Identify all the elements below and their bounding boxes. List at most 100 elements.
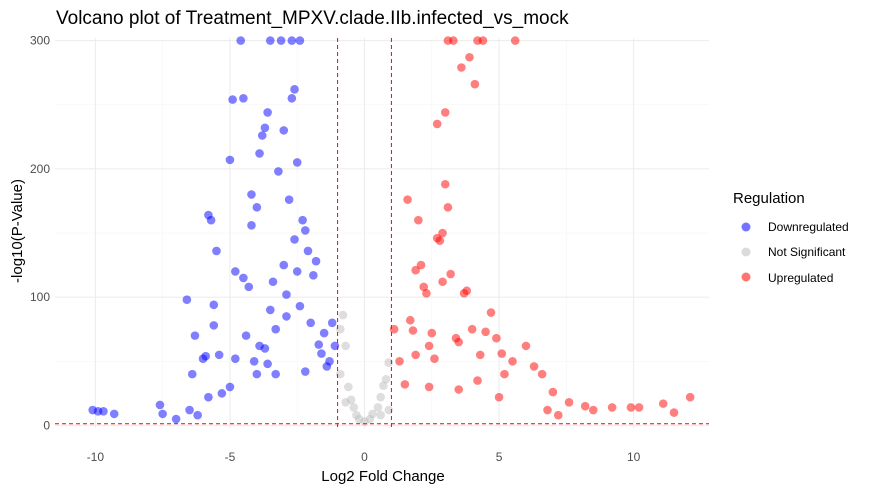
point-upregulated xyxy=(438,277,447,287)
point-upregulated xyxy=(400,380,410,389)
point-upregulated xyxy=(607,403,617,412)
point-downregulated xyxy=(266,36,275,45)
grid xyxy=(55,38,709,428)
point-downregulated xyxy=(209,300,219,310)
point-downregulated xyxy=(185,405,194,415)
point-downregulated xyxy=(260,123,270,133)
legend-key-not-significant xyxy=(741,247,751,257)
point-downregulated xyxy=(266,305,275,315)
point-upregulated xyxy=(497,349,507,358)
legend: Regulation Downregulated Not Significant… xyxy=(733,190,849,285)
point-upregulated xyxy=(626,403,636,412)
legend-title: Regulation xyxy=(733,190,805,207)
point-downregulated xyxy=(276,36,286,45)
point-downregulated xyxy=(239,273,248,283)
point-upregulated xyxy=(473,376,482,385)
point-downregulated xyxy=(241,331,251,340)
point-upregulated xyxy=(543,405,552,415)
point-downregulated xyxy=(325,356,334,366)
point-downregulated xyxy=(171,414,181,424)
x-tick-label: -10 xyxy=(87,450,105,464)
point-downregulated xyxy=(314,340,324,349)
point-downregulated xyxy=(327,318,337,328)
legend-label-not-significant: Not Significant xyxy=(768,245,846,259)
point-not-significant xyxy=(368,409,377,419)
point-upregulated xyxy=(416,260,426,270)
point-downregulated xyxy=(99,407,108,416)
point-upregulated xyxy=(475,350,485,360)
point-upregulated xyxy=(405,315,415,325)
point-downregulated xyxy=(217,389,227,398)
point-upregulated xyxy=(422,288,431,298)
point-not-significant xyxy=(376,410,385,420)
point-downregulated xyxy=(292,267,302,276)
point-downregulated xyxy=(263,108,272,117)
point-downregulated xyxy=(300,367,310,376)
point-upregulated xyxy=(411,265,420,275)
point-not-significant xyxy=(384,405,394,415)
point-downregulated xyxy=(260,344,270,353)
point-upregulated xyxy=(432,119,442,129)
point-downregulated xyxy=(309,271,318,280)
point-not-significant xyxy=(341,341,350,351)
point-not-significant xyxy=(384,358,394,367)
point-upregulated xyxy=(537,369,547,379)
point-downregulated xyxy=(239,93,248,103)
point-downregulated xyxy=(290,85,299,94)
point-upregulated xyxy=(438,228,447,238)
y-tick-label: 100 xyxy=(30,290,50,304)
point-downregulated xyxy=(257,131,267,140)
point-downregulated xyxy=(274,167,283,176)
point-downregulated xyxy=(247,221,256,230)
point-downregulated xyxy=(252,369,262,379)
point-upregulated xyxy=(427,328,437,338)
point-upregulated xyxy=(457,63,466,72)
point-downregulated xyxy=(228,95,237,104)
point-downregulated xyxy=(190,331,200,340)
point-upregulated xyxy=(580,401,590,411)
point-downregulated xyxy=(231,354,240,364)
point-downregulated xyxy=(282,290,291,299)
point-downregulated xyxy=(206,215,216,225)
point-downregulated xyxy=(193,410,202,420)
point-upregulated xyxy=(430,354,439,364)
y-tick-label: 300 xyxy=(30,34,50,48)
point-downregulated xyxy=(317,349,326,358)
point-downregulated xyxy=(311,256,321,266)
point-upregulated xyxy=(454,385,464,394)
point-downregulated xyxy=(290,235,299,244)
point-downregulated xyxy=(271,324,280,334)
point-downregulated xyxy=(209,321,219,330)
point-upregulated xyxy=(411,350,420,360)
point-downregulated xyxy=(252,203,262,212)
point-upregulated xyxy=(414,215,423,225)
point-upregulated xyxy=(443,203,453,212)
point-downregulated xyxy=(247,190,256,199)
point-downregulated xyxy=(271,369,280,379)
point-downregulated xyxy=(303,246,313,256)
point-upregulated xyxy=(424,341,434,351)
point-downregulated xyxy=(279,260,289,270)
point-upregulated xyxy=(492,333,501,343)
point-downregulated xyxy=(287,36,297,45)
point-not-significant xyxy=(376,392,385,402)
legend-label-downregulated: Downregulated xyxy=(768,220,849,234)
point-upregulated xyxy=(449,36,458,45)
point-upregulated xyxy=(508,356,517,366)
point-downregulated xyxy=(319,328,329,338)
x-tick-label: -5 xyxy=(225,450,236,464)
point-downregulated xyxy=(225,155,235,165)
x-axis-title: Log2 Fold Change xyxy=(321,468,444,485)
point-downregulated xyxy=(268,277,278,287)
point-upregulated xyxy=(510,36,520,45)
legend-label-upregulated: Upregulated xyxy=(768,271,833,285)
point-downregulated xyxy=(231,267,240,276)
point-downregulated xyxy=(300,226,310,235)
point-upregulated xyxy=(446,269,455,279)
point-not-significant xyxy=(373,403,383,412)
point-not-significant xyxy=(381,374,391,384)
point-upregulated xyxy=(440,179,450,189)
point-downregulated xyxy=(287,93,297,103)
point-not-significant xyxy=(349,403,359,412)
